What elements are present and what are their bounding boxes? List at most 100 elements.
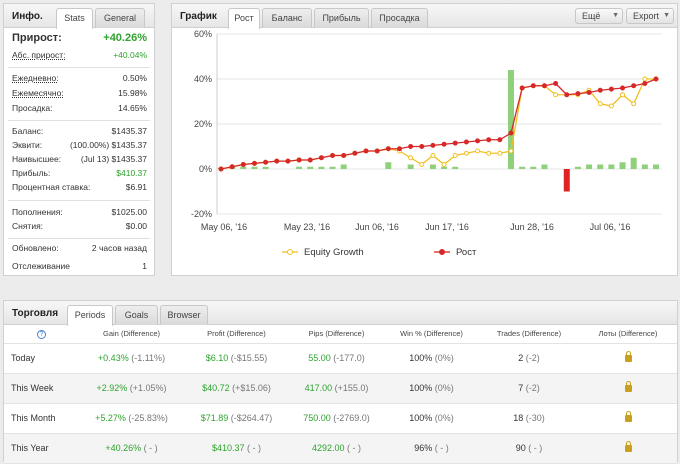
daily-label[interactable]: Ежедневно: [12,73,59,83]
help-icon[interactable]: ? [37,329,46,339]
profit-cell: $71.89 (-$264.47) [184,403,289,434]
growth-line [220,78,657,170]
growth-point [586,90,592,95]
growth-chart[interactable]: 60% 40% 20% 0% -20% May 06, '16 May 23, '16 Jun… [172,28,677,275]
profit-cell: $410.37 ( - ) [184,433,289,464]
growth-point [620,85,626,91]
drawdown-label: Просадка: [12,103,53,113]
lock-icon[interactable] [624,351,632,362]
abs-growth-label[interactable]: Абс. прирост: [12,50,66,60]
growth-point [530,83,536,89]
profit-bar [608,164,615,169]
trades-cell: 18 (-30) [479,403,579,434]
growth-row: Прирост: +40.26% [12,32,147,48]
table-row: Today +0.43% (-1.11%) $6.10 (-$15.55) 55.00… [4,343,677,374]
period-cell: This Month [4,403,79,434]
pips-cell: 750.00 (-2769.0) [289,403,384,434]
tab-periods[interactable]: Periods [67,305,113,326]
growth-point [341,153,347,158]
equity-growth-point [620,92,626,98]
win-diff: (0%) [434,413,454,423]
profit-bar [530,166,537,169]
highest-row: Наивысшее: (Jul 13) $1435.37 [12,154,147,167]
abs-growth-row: Абс. прирост: +40.04% [12,50,147,63]
win-header: Win % (Difference) [384,325,479,344]
growth-point [475,138,481,144]
deposits-label: Пополнения: [12,207,63,217]
y-tick-label: 20% [194,119,212,129]
deposits-value: $1025.00 [111,207,147,217]
chevron-down-icon: ▼ [663,12,670,19]
win-cell: 100% (0%) [384,403,479,434]
growth-point [408,144,414,149]
profit-value: $71.89 [200,413,229,423]
lock-icon[interactable] [624,411,632,422]
tab-goals[interactable]: Goals [115,305,158,325]
withdrawals-label: Снятия: [12,221,44,231]
growth-point [374,148,380,154]
x-tick-label: Jun 28, '16 [510,222,554,232]
equity-growth-point [475,148,481,154]
tab-general[interactable]: General [95,8,145,28]
divider [8,120,150,121]
lock-icon[interactable] [624,381,632,392]
tab-drawdown[interactable]: Просадка [371,8,428,28]
trades-diff: (-30) [525,413,545,423]
profit-bar [329,166,336,169]
equity-growth-point [486,150,492,156]
profit-bar [307,166,314,169]
equity-growth-point [608,103,614,109]
monthly-label[interactable]: Ежемесячно: [12,88,64,98]
trading-header: Торговля Periods Goals Browser [4,301,677,326]
profit-bar [541,164,548,169]
equity-growth-point [642,76,648,82]
growth-point [575,91,581,97]
growth-point [597,87,603,93]
gain-cell: +5.27% (-25.83%) [79,403,184,434]
growth-point [463,139,469,145]
abs-growth-value: +40.04% [113,50,147,60]
pips-cell: 55.00 (-177.0) [289,343,384,374]
growth-point [541,83,547,89]
growth-point [251,160,257,166]
y-tick-label: 0% [199,164,212,174]
equity-growth-point [497,150,503,156]
help-header: ? [4,325,79,344]
profit-diff: (-$15.55) [230,353,268,363]
monthly-row: Ежемесячно: 15.98% [12,88,147,101]
more-menu-label: Ещё [582,11,601,21]
deposits-row: Пополнения: $1025.00 [12,207,147,220]
info-title: Инфо. [12,11,43,22]
tab-stats[interactable]: Stats [56,8,93,29]
lock-icon[interactable] [624,441,632,452]
growth-point [519,85,525,91]
daily-row: Ежедневно: 0.50% [12,73,147,86]
tab-profit[interactable]: Прибыль [314,8,369,28]
trades-cell: 7 (-2) [479,373,579,404]
more-menu-button[interactable]: Ещё ▼ [575,8,623,24]
x-tick-label: Jun 06, '16 [355,222,399,232]
profit-value: $40.72 [202,383,230,393]
interest-value: $6.91 [125,182,147,192]
period-cell: This Week [4,373,79,404]
growth-point [274,158,280,164]
tab-growth[interactable]: Рост [228,8,260,29]
profit-value: $410.37 [116,168,147,178]
lots-header: Лоты (Difference) [579,325,677,344]
tab-browser[interactable]: Browser [160,305,208,325]
profit-bar [385,162,392,169]
growth-point [363,148,369,154]
profit-bar [340,164,347,169]
trades-header: Trades (Difference) [479,325,579,344]
growth-point [631,83,637,89]
tab-balance[interactable]: Баланс [262,8,312,28]
pips-header: Pips (Difference) [289,325,384,344]
gain-diff: (-25.83%) [128,413,168,423]
growth-label: Прирост: [12,32,62,44]
highest-label: Наивысшее: [12,154,62,164]
loss-bar [563,169,570,192]
win-value: 100% [409,413,433,423]
profit-row: Прибыль: $410.37 [12,168,147,181]
export-button[interactable]: Export ▼ [626,8,674,24]
legend-label: Equity Growth [304,247,364,258]
